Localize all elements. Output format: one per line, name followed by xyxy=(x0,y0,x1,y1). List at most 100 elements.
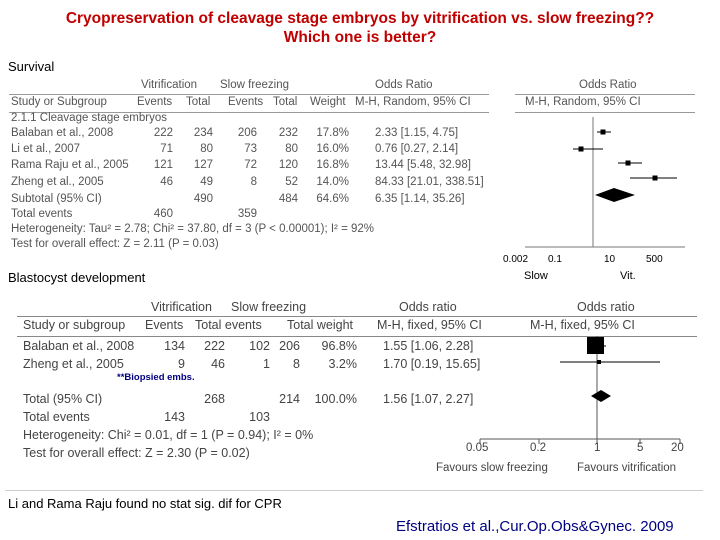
header-total-2: Total xyxy=(273,96,298,108)
title-line-1: Cryopreservation of cleavage stage embry… xyxy=(65,10,655,27)
header-bottom-rule-2 xyxy=(17,336,697,337)
heterogeneity-text: Heterogeneity: Tau² = 2.78; Chi² = 37.80… xyxy=(11,223,375,235)
total2-events-label: Total events xyxy=(23,410,90,424)
row2-events-2: 1 xyxy=(263,357,270,371)
row1-total-1: 80 xyxy=(200,143,213,155)
subtotal-total-2: 484 xyxy=(278,193,298,205)
axis1-tick-01: 0.1 xyxy=(548,254,562,265)
axis1-tick-10: 10 xyxy=(604,254,616,265)
header2-odds-ratio: Odds ratio xyxy=(399,300,457,314)
header-total-1: Total xyxy=(186,96,211,108)
study-marker-rama-raju xyxy=(618,160,642,166)
row2-events-1: 134 xyxy=(164,339,185,353)
header2-method: M-H, fixed, 95% CI xyxy=(377,318,482,332)
header-method-plot: M-H, Random, 95% CI xyxy=(525,96,641,108)
plot-header-rule-2 xyxy=(515,112,695,113)
row1-weight: 17.8% xyxy=(316,127,349,139)
row1-ci: 2.33 [1.15, 4.75] xyxy=(375,127,459,139)
cpr-note: Li and Rama Raju found no stat sig. dif … xyxy=(8,496,282,511)
row1-ci: 13.44 [5.48, 32.98] xyxy=(375,159,471,171)
row1-events-2: 206 xyxy=(237,127,257,139)
survival-forest-plot: Vitrification Slow freezing Odds Ratio O… xyxy=(5,77,695,262)
row2-events-1: 9 xyxy=(178,357,185,371)
study2-marker-balaban xyxy=(587,337,606,354)
axis2-right-label: Favours vitrification xyxy=(577,462,677,474)
header-events-2: Events xyxy=(228,96,264,108)
row2-total-2: 8 xyxy=(293,357,300,371)
row1-events-1: 222 xyxy=(153,127,173,139)
header2-total-events: Total events xyxy=(195,318,262,332)
axis2-tick-02: 0.2 xyxy=(530,442,546,454)
header-vitrification: Vitrification xyxy=(141,79,198,91)
forest-plot-graphic-1 xyxy=(525,117,685,248)
row1-ci: 0.76 [0.27, 2.14] xyxy=(375,143,459,155)
header-slow-freezing: Slow freezing xyxy=(220,79,290,91)
header-events-1: Events xyxy=(137,96,173,108)
row1-total-1: 49 xyxy=(200,176,213,188)
row1-events-2: 8 xyxy=(250,176,257,188)
total2-2: 214 xyxy=(279,392,300,406)
subtotal-label: Subtotal (95% CI) xyxy=(11,193,102,205)
row1-study: Balaban et al., 2008 xyxy=(11,127,114,139)
study-marker-zheng xyxy=(630,175,677,181)
subtotal-weight: 64.6% xyxy=(316,193,349,205)
row1-total-1: 127 xyxy=(193,159,213,171)
subtotal-diamond xyxy=(595,188,635,202)
header-top-rule-2 xyxy=(17,316,697,317)
header2-slow-freezing: Slow freezing xyxy=(231,300,307,314)
forest-plot-graphic-2 xyxy=(479,336,681,444)
row1-total-2: 52 xyxy=(285,176,298,188)
total2-events-2: 103 xyxy=(249,410,270,424)
row1-total-2: 120 xyxy=(278,159,298,171)
slide-title: Cryopreservation of cleavage stage embry… xyxy=(0,9,720,47)
header-odds-ratio-plot: Odds Ratio xyxy=(579,79,637,91)
row2-total-2: 206 xyxy=(279,339,300,353)
row2-weight: 3.2% xyxy=(328,357,358,371)
row2-events-2: 102 xyxy=(249,339,270,353)
biopsied-note: **Biopsied embs. xyxy=(117,372,195,383)
row2-total-1: 222 xyxy=(204,339,225,353)
row1-events-2: 72 xyxy=(244,159,257,171)
row1-events-1: 71 xyxy=(160,143,173,155)
row2-ci: 1.70 [0.19, 15.65] xyxy=(383,357,481,371)
header-top-rule xyxy=(9,94,489,95)
title-line-2: Which one is better? xyxy=(283,29,437,46)
row1-ci: 84.33 [21.01, 338.51] xyxy=(375,176,484,188)
citation: Efstratios et al.,Cur.Op.Obs&Gynec. 2009 xyxy=(396,518,674,535)
total2-1: 268 xyxy=(204,392,225,406)
header2-events: Events xyxy=(145,318,184,332)
row2-study: Zheng et al., 2005 xyxy=(23,357,124,371)
axis2-tick-1: 1 xyxy=(594,442,601,454)
survival-label: Survival xyxy=(8,59,55,74)
study-marker-balaban xyxy=(597,129,611,135)
plot-header-rule xyxy=(515,94,695,95)
overall2-text: Test for overall effect: Z = 2.30 (P = 0… xyxy=(23,446,250,460)
row1-events-1: 121 xyxy=(153,159,173,171)
header2-vitrification: Vitrification xyxy=(151,300,212,314)
blastocyst-forest-plot: Vitrification Slow freezing Odds ratio O… xyxy=(5,296,703,491)
row1-study: Zheng et al., 2005 xyxy=(11,176,104,188)
row2-ci: 1.55 [1.06, 2.28] xyxy=(383,339,474,353)
row2-weight: 96.8% xyxy=(321,339,357,353)
header2-method-plot: M-H, fixed, 95% CI xyxy=(530,318,635,332)
total2-diamond xyxy=(591,390,611,402)
subtotal-total-1: 490 xyxy=(193,193,213,205)
axis1-tick-0002: 0.002 xyxy=(503,254,529,265)
row2-study: Balaban et al., 2008 xyxy=(23,339,135,353)
study-marker-li xyxy=(573,146,603,152)
header2-odds-ratio-plot: Odds ratio xyxy=(577,300,635,314)
total2-label: Total (95% CI) xyxy=(23,392,103,406)
total-events-1: 460 xyxy=(153,208,173,220)
row1-weight: 16.8% xyxy=(316,159,349,171)
study2-marker-zheng xyxy=(560,360,660,364)
axis2-tick-005: 0.05 xyxy=(466,442,489,454)
row1-weight: 16.0% xyxy=(316,143,349,155)
subtotal-ci: 6.35 [1.14, 35.26] xyxy=(375,193,465,205)
axis2-tick-5: 5 xyxy=(637,442,644,454)
header2-study: Study or subgroup xyxy=(23,318,126,332)
total-events-2: 359 xyxy=(237,208,257,220)
header-study: Study or Subgroup xyxy=(11,96,107,108)
total-events-label: Total events xyxy=(11,208,73,220)
row1-study: Li et al., 2007 xyxy=(11,143,81,155)
header-odds-ratio: Odds Ratio xyxy=(375,79,433,91)
